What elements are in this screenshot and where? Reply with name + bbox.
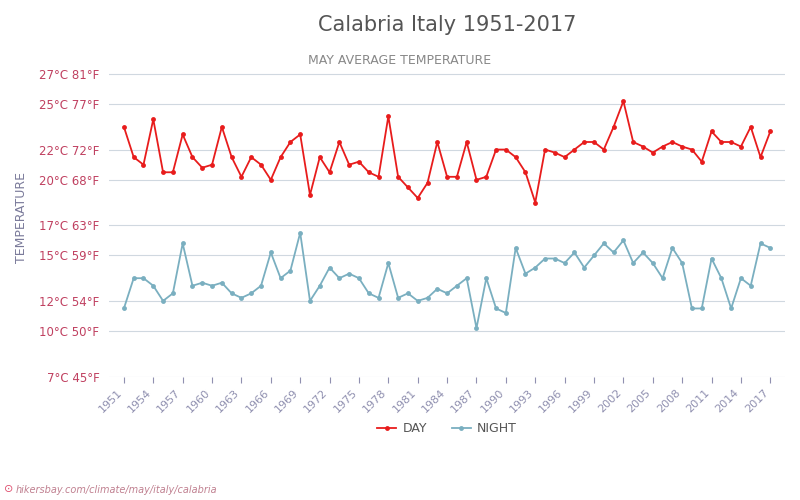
NIGHT [472,325,482,331]
DAY [530,200,540,205]
DAY [168,170,178,175]
Title: Calabria Italy 1951-2017: Calabria Italy 1951-2017 [318,15,576,35]
NIGHT [394,295,403,301]
NIGHT [168,290,178,296]
DAY [119,124,129,130]
NIGHT [628,260,638,266]
DAY [766,128,775,134]
NIGHT [198,280,207,285]
DAY [198,164,207,170]
Line: NIGHT: NIGHT [122,230,773,330]
NIGHT [726,306,736,312]
DAY [413,195,422,201]
NIGHT [422,295,432,301]
NIGHT [295,230,305,236]
Line: DAY: DAY [122,98,773,205]
DAY [383,114,393,119]
Text: hikersbay.com/climate/may/italy/calabria: hikersbay.com/climate/may/italy/calabria [16,485,218,495]
DAY [618,98,628,104]
DAY [726,139,736,145]
NIGHT [766,245,775,251]
Legend: DAY, NIGHT: DAY, NIGHT [373,417,522,440]
Text: ⊙: ⊙ [4,484,14,494]
Y-axis label: TEMPERATURE: TEMPERATURE [15,172,28,263]
Text: MAY AVERAGE TEMPERATURE: MAY AVERAGE TEMPERATURE [309,54,491,66]
NIGHT [119,306,129,312]
DAY [628,139,638,145]
